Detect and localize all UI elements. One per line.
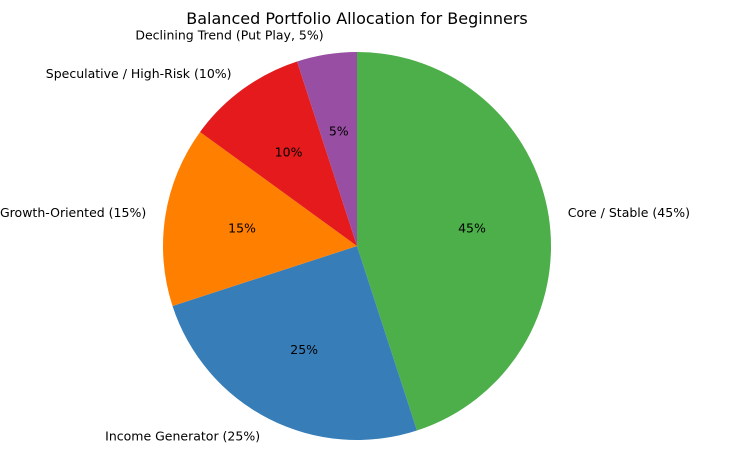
- slice-label-declining-trend: Declining Trend (Put Play, 5%): [135, 28, 323, 43]
- slice-label-growth-oriented: Growth-Oriented (15%): [0, 205, 146, 220]
- pie-slice-speculative-high-risk: [200, 61, 357, 246]
- pie-slice-declining-trend: [297, 52, 357, 246]
- pie-slice-growth-oriented: [163, 131, 357, 306]
- percent-labels: 45% 25% 15% 10% 5%: [228, 124, 486, 358]
- chart-title: Balanced Portfolio Allocation for Beginn…: [186, 9, 527, 28]
- percent-label-growth-oriented: 15%: [228, 220, 256, 235]
- percent-label-core-stable: 45%: [458, 220, 486, 235]
- percent-label-declining-trend: 5%: [329, 124, 349, 139]
- slice-label-income-generator: Income Generator (25%): [105, 429, 260, 444]
- pie-slices: [163, 52, 552, 441]
- pie-slice-core-stable: [357, 52, 552, 431]
- slice-label-core-stable: Core / Stable (45%): [568, 205, 690, 220]
- slice-labels: Core / Stable (45%) Income Generator (25%…: [0, 28, 690, 444]
- pie-slice-income-generator: [172, 246, 417, 441]
- percent-label-speculative-high-risk: 10%: [275, 144, 303, 159]
- slice-label-speculative-high-risk: Speculative / High-Risk (10%): [46, 66, 232, 81]
- percent-label-income-generator: 25%: [290, 342, 318, 357]
